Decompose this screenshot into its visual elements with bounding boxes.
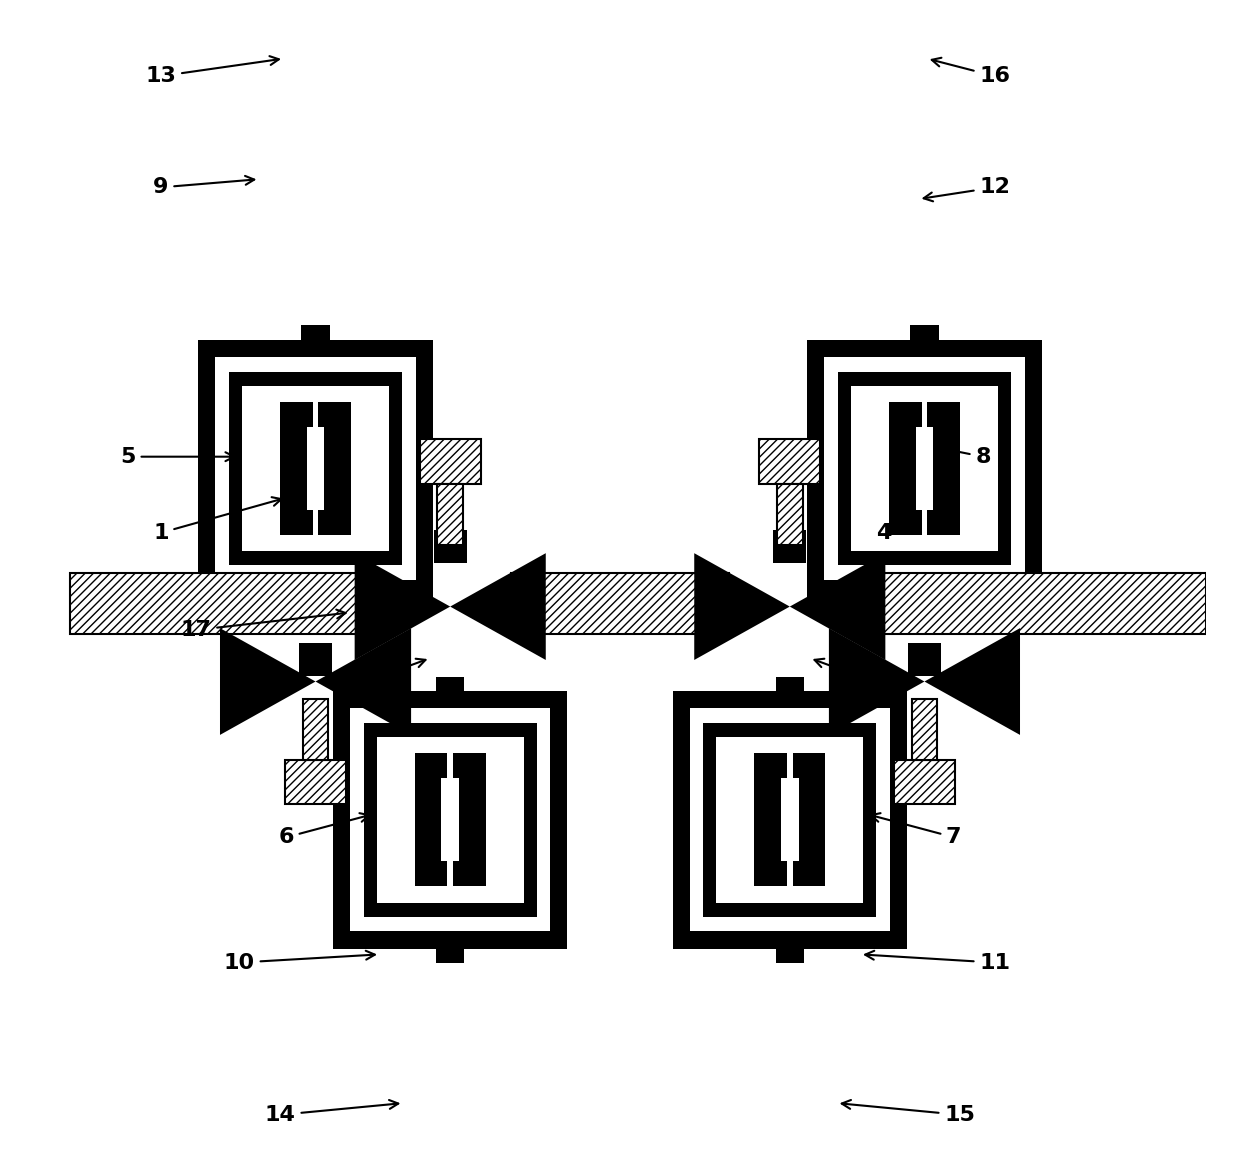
Text: 17: 17 xyxy=(181,610,346,641)
Bar xyxy=(777,484,802,545)
Text: 2: 2 xyxy=(348,659,425,696)
Bar xyxy=(754,753,781,886)
Bar xyxy=(453,753,486,779)
Bar xyxy=(774,530,806,563)
Bar xyxy=(325,402,351,535)
Bar xyxy=(436,949,464,963)
Bar xyxy=(862,573,1205,634)
Bar xyxy=(319,402,351,427)
Polygon shape xyxy=(925,628,1021,735)
Text: 16: 16 xyxy=(931,57,1011,87)
Bar xyxy=(928,402,960,427)
Bar xyxy=(717,737,863,903)
Bar xyxy=(934,402,960,535)
Bar xyxy=(242,385,389,552)
Bar xyxy=(301,597,330,611)
Bar xyxy=(759,439,820,484)
Text: 1: 1 xyxy=(154,498,281,543)
Text: 11: 11 xyxy=(866,951,1011,973)
Bar xyxy=(415,753,448,779)
Bar xyxy=(889,509,921,535)
Bar xyxy=(776,677,804,691)
Polygon shape xyxy=(450,553,546,660)
Bar xyxy=(894,760,955,804)
Bar xyxy=(438,484,463,545)
Bar xyxy=(928,509,960,535)
Bar xyxy=(703,723,877,917)
Bar xyxy=(838,371,1011,566)
Bar xyxy=(280,402,312,427)
Text: 12: 12 xyxy=(924,177,1011,201)
Bar xyxy=(851,385,998,552)
Polygon shape xyxy=(315,628,412,735)
Bar xyxy=(889,402,921,427)
Bar xyxy=(229,371,402,566)
Bar xyxy=(420,439,481,484)
Bar xyxy=(910,597,939,611)
Polygon shape xyxy=(219,628,315,735)
Bar xyxy=(910,326,939,340)
Polygon shape xyxy=(355,553,450,660)
Bar xyxy=(459,753,486,886)
Text: 9: 9 xyxy=(154,176,254,198)
Text: 4: 4 xyxy=(875,501,915,543)
Bar xyxy=(303,699,329,760)
Text: 14: 14 xyxy=(265,1100,398,1125)
Polygon shape xyxy=(694,553,790,660)
Bar xyxy=(889,402,915,535)
Bar xyxy=(436,677,464,691)
Bar xyxy=(285,760,346,804)
Polygon shape xyxy=(828,628,925,735)
Bar xyxy=(363,723,537,917)
Text: 7: 7 xyxy=(870,813,961,848)
Bar xyxy=(301,326,330,340)
Text: 5: 5 xyxy=(120,446,234,467)
Bar xyxy=(754,861,787,886)
Text: 13: 13 xyxy=(145,56,279,87)
Bar xyxy=(415,753,441,886)
Bar xyxy=(511,573,729,634)
Bar xyxy=(319,509,351,535)
Bar xyxy=(792,861,825,886)
Bar xyxy=(799,753,825,886)
Bar xyxy=(280,402,306,535)
Bar xyxy=(911,699,937,760)
Bar xyxy=(334,691,568,949)
Bar xyxy=(198,340,433,597)
Text: 3: 3 xyxy=(815,659,892,696)
Bar xyxy=(792,753,825,779)
Bar xyxy=(754,753,787,779)
Bar xyxy=(807,340,1042,597)
Bar xyxy=(672,691,906,949)
Bar xyxy=(908,643,941,676)
Bar xyxy=(689,708,890,931)
Bar xyxy=(825,357,1024,580)
Bar xyxy=(350,708,551,931)
Polygon shape xyxy=(790,553,885,660)
Bar xyxy=(776,949,804,963)
Bar xyxy=(434,530,466,563)
Bar xyxy=(280,509,312,535)
Text: 6: 6 xyxy=(279,813,370,848)
Bar xyxy=(299,643,332,676)
Bar xyxy=(216,357,415,580)
Text: 8: 8 xyxy=(947,446,991,467)
Bar xyxy=(415,861,448,886)
Bar xyxy=(453,861,486,886)
Bar xyxy=(69,573,378,634)
Bar xyxy=(377,737,523,903)
Text: 10: 10 xyxy=(224,951,374,973)
Text: 15: 15 xyxy=(842,1100,975,1125)
